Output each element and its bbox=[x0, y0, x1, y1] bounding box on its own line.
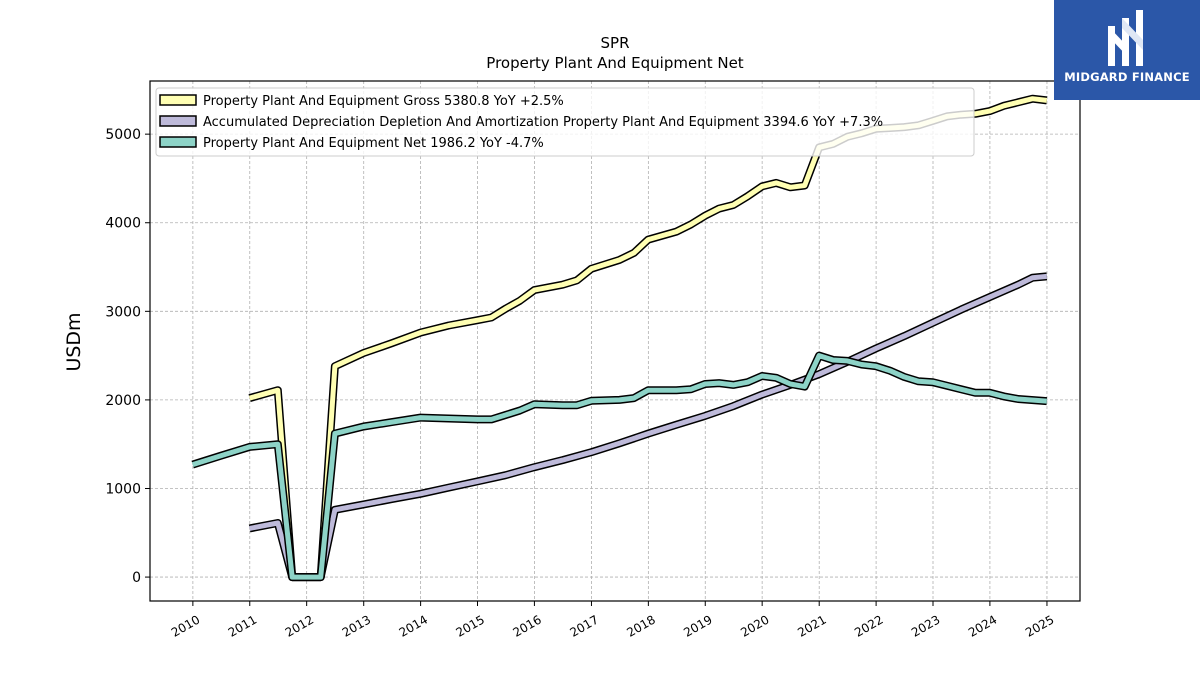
x-tick-label: 2014 bbox=[397, 612, 430, 639]
x-tick-label: 2010 bbox=[169, 612, 202, 639]
y-axis-label: USDm bbox=[63, 312, 85, 371]
chart-title: SPR bbox=[601, 34, 630, 52]
y-tick-label: 1000 bbox=[105, 481, 141, 497]
y-tick-label: 5000 bbox=[105, 127, 141, 143]
x-tick-label: 2024 bbox=[966, 612, 999, 639]
x-tick-label: 2011 bbox=[226, 612, 259, 639]
logo-mark-icon bbox=[1108, 10, 1143, 66]
x-tick-label: 2025 bbox=[1023, 612, 1056, 639]
legend-item: Property Plant And Equipment Net 1986.2 … bbox=[159, 136, 544, 151]
legend-box bbox=[155, 87, 975, 157]
legend: Property Plant And Equipment Gross 5380.… bbox=[155, 87, 975, 157]
series-line bbox=[249, 273, 1048, 580]
series-layer bbox=[191, 94, 1048, 582]
x-tick-label: 2012 bbox=[283, 612, 316, 639]
y-tick-label: 3000 bbox=[105, 304, 141, 320]
x-tick-label: 2023 bbox=[909, 612, 942, 639]
series-outline bbox=[191, 351, 1048, 582]
x-tick-label: 2022 bbox=[852, 612, 885, 639]
legend-label: Property Plant And Equipment Gross 5380.… bbox=[203, 94, 564, 109]
legend-item: Accumulated Depreciation Depletion And A… bbox=[159, 115, 883, 130]
x-tick-label: 2018 bbox=[624, 612, 657, 639]
y-tick-label: 2000 bbox=[105, 393, 141, 409]
logo-text: MIDGARD FINANCE bbox=[1064, 70, 1190, 84]
y-tick-label: 4000 bbox=[105, 216, 141, 232]
series-3 bbox=[191, 351, 1048, 582]
x-tick-label: 2017 bbox=[568, 612, 601, 639]
chart-subtitle: Property Plant And Equipment Net bbox=[486, 54, 743, 72]
x-tick-label: 2013 bbox=[340, 612, 373, 639]
legend-item: Property Plant And Equipment Gross 5380.… bbox=[159, 94, 564, 109]
midgard-finance-logo: MIDGARD FINANCE bbox=[1054, 0, 1200, 100]
legend-swatch bbox=[159, 136, 197, 148]
legend-label: Accumulated Depreciation Depletion And A… bbox=[203, 115, 883, 130]
x-tick-label: 2016 bbox=[510, 612, 543, 639]
x-tick-label: 2021 bbox=[795, 612, 828, 639]
x-tick-label: 2015 bbox=[454, 612, 487, 639]
legend-swatch bbox=[159, 115, 197, 127]
plot-frame bbox=[149, 80, 1081, 602]
legend-swatch bbox=[159, 94, 197, 106]
x-tick-label: 2019 bbox=[681, 612, 714, 639]
legend-label: Property Plant And Equipment Net 1986.2 … bbox=[203, 136, 544, 151]
y-tick-label: 0 bbox=[132, 570, 141, 586]
series-2 bbox=[248, 272, 1048, 582]
series-line bbox=[191, 353, 1047, 580]
x-tick-label: 2020 bbox=[738, 612, 771, 639]
